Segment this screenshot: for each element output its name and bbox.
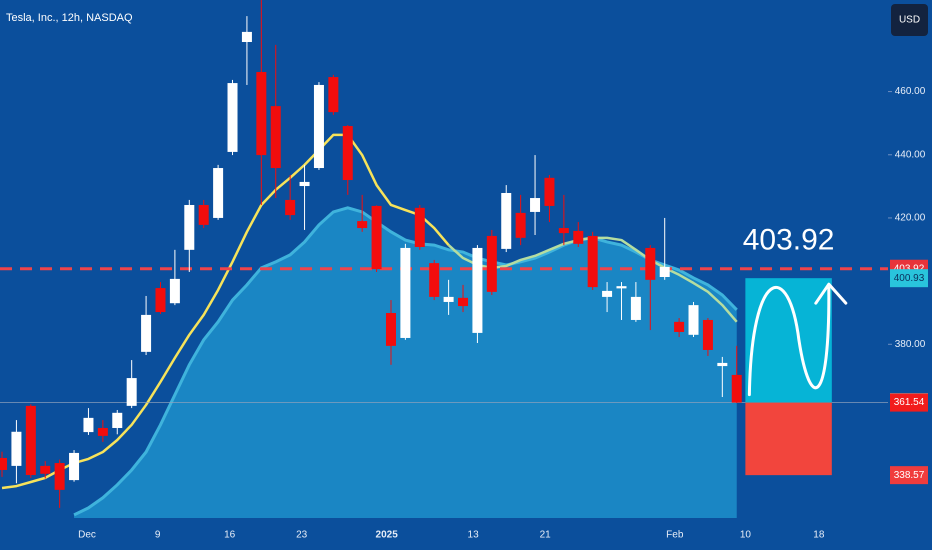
price-label-bg: [890, 466, 928, 485]
x-tick-label: 16: [224, 530, 236, 541]
x-tick-label: 9: [155, 530, 161, 541]
x-tick-label: 10: [740, 530, 752, 541]
chart-title: Tesla, Inc., 12h, NASDAQ: [6, 12, 133, 24]
x-tick-label: 21: [540, 530, 552, 541]
candle-body: [0, 457, 8, 470]
candle-body: [213, 168, 224, 218]
candle-body: [169, 278, 180, 304]
candle-body: [400, 247, 411, 338]
candle-body: [227, 83, 238, 152]
candle-body: [645, 247, 656, 280]
candle-body: [587, 235, 598, 288]
currency-button[interactable]: [891, 4, 928, 36]
candle-body: [702, 319, 713, 350]
candle-body: [198, 204, 209, 225]
candle-body: [385, 313, 396, 346]
candle-body: [270, 106, 281, 169]
candle-body: [717, 362, 728, 367]
y-tick-label: 380.00: [895, 339, 926, 350]
candle-body: [241, 31, 252, 43]
x-tick-label: 18: [813, 530, 825, 541]
price-label: 338.57: [894, 470, 925, 481]
candle-body: [486, 235, 497, 292]
forecast-arrow: [814, 282, 848, 305]
currency-label[interactable]: USD: [899, 15, 920, 26]
x-tick-label: 23: [296, 530, 308, 541]
y-tick-label: 440.00: [895, 149, 926, 160]
candle-body: [414, 207, 425, 247]
y-tick-label: 420.00: [895, 213, 926, 224]
candle-body: [501, 192, 512, 249]
candle-body: [342, 126, 353, 181]
candle-body: [688, 305, 699, 335]
candles-layer: [0, 0, 742, 508]
candle-body: [630, 296, 641, 320]
candle-body: [313, 84, 324, 169]
candle-body: [558, 228, 569, 234]
candle-body: [126, 378, 137, 406]
forecast-wave: [747, 285, 831, 397]
candle-body: [472, 247, 483, 333]
candle-body: [256, 72, 267, 156]
candle-body: [443, 296, 454, 302]
candle-body: [602, 290, 613, 297]
candle-body: [515, 212, 526, 238]
candle-body: [54, 463, 65, 490]
candle-body: [357, 221, 368, 229]
candle-body: [141, 314, 152, 352]
candle-body: [112, 412, 123, 428]
x-tick-label: 13: [468, 530, 480, 541]
y-tick-label: 460.00: [895, 86, 926, 97]
x-tick-label: Dec: [78, 530, 96, 541]
area-layer: [73, 206, 738, 518]
price-label-bg: [890, 269, 928, 288]
price-label: 400.93: [894, 273, 925, 284]
candle-body: [69, 452, 80, 481]
price-label: 403.92: [894, 263, 925, 274]
candle-body: [299, 181, 310, 187]
candle-body: [674, 321, 685, 332]
candle-body: [731, 374, 742, 403]
candle-body: [155, 288, 166, 313]
candle-body: [371, 205, 382, 270]
candle-body: [573, 230, 584, 244]
target-annotation: 403.92: [743, 224, 835, 257]
forecast-down-box: [745, 402, 832, 476]
forecast-layer: 403.92: [743, 224, 848, 476]
candle-body: [530, 198, 541, 212]
x-tick-label: Feb: [666, 530, 684, 541]
axis-layer: 380.00 420.00 440.00 460.00 Dec 9 16 23 2025 13 21…: [78, 86, 928, 541]
price-label: 361.54: [894, 397, 925, 408]
candle-body: [285, 199, 296, 216]
candle-body: [429, 263, 440, 297]
candle-body: [458, 297, 469, 307]
candle-body: [40, 465, 51, 474]
candle-body: [184, 204, 195, 250]
candle-body: [83, 417, 94, 433]
cloud-area: [74, 207, 737, 518]
candle-body: [659, 266, 670, 278]
candle-body: [25, 405, 36, 476]
cloud-edge: [73, 206, 738, 517]
candle-body: [11, 431, 22, 466]
candle-body: [328, 77, 339, 113]
candle-body: [544, 177, 555, 206]
candle-body: [616, 286, 627, 289]
candle-body: [97, 427, 108, 436]
x-tick-label: 2025: [376, 530, 399, 541]
price-label-bg: [890, 393, 928, 412]
